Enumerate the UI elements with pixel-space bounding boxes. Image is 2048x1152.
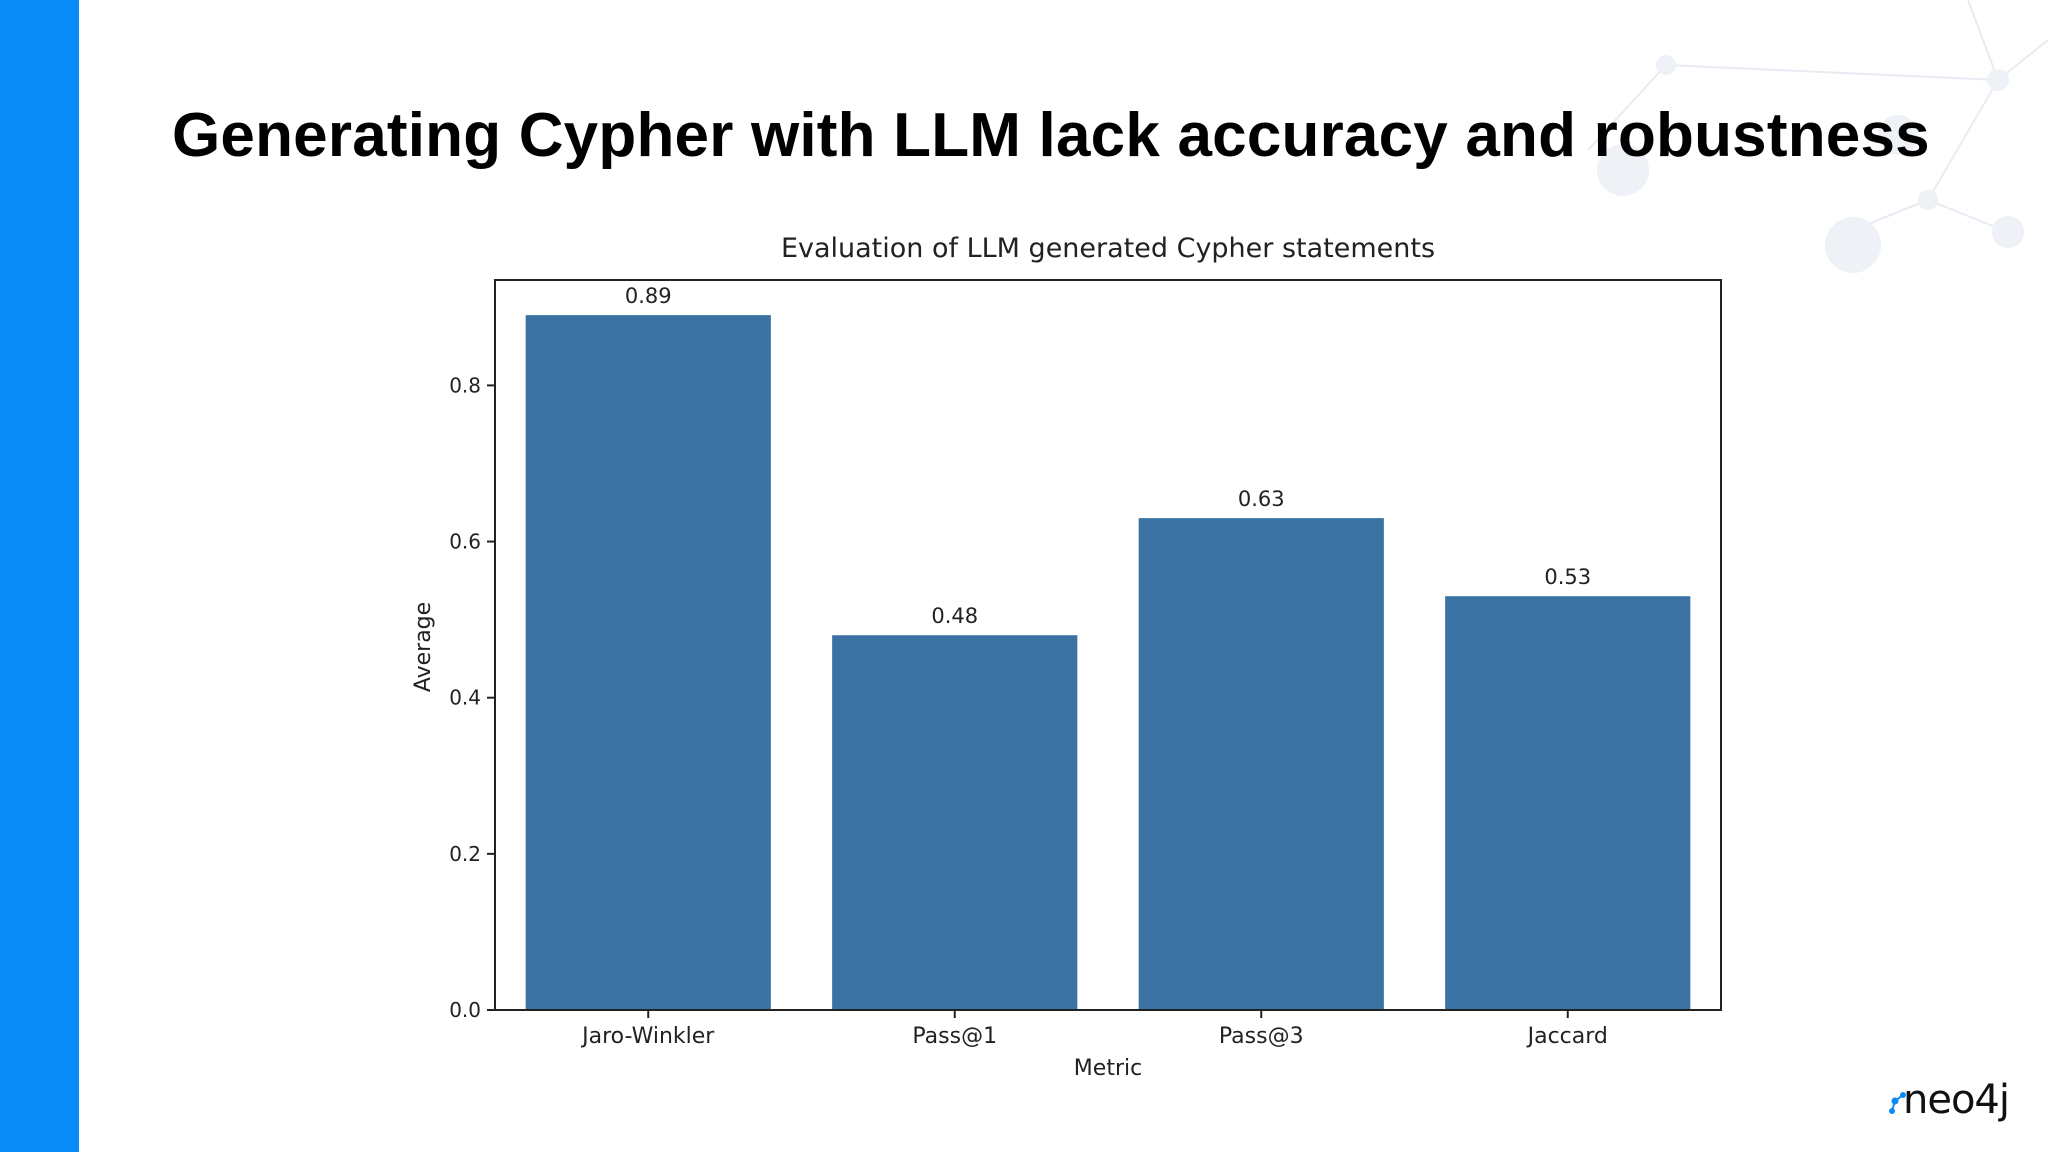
y-axis-label: Average <box>411 602 436 692</box>
bar <box>832 635 1078 1010</box>
bar <box>1445 596 1691 1010</box>
y-tick-label: 0.0 <box>449 998 481 1022</box>
bar-value-label: 0.48 <box>931 604 978 628</box>
bar-value-label: 0.89 <box>625 284 672 308</box>
plot-frame <box>494 279 1722 1011</box>
x-tick-label: Jaro-Winkler <box>580 1024 715 1049</box>
y-tick-label: 0.4 <box>449 686 481 710</box>
bar-chart: Evaluation of LLM generated Cypher state… <box>411 233 1722 1081</box>
x-tick-label: Pass@3 <box>1219 1024 1304 1049</box>
bar-value-label: 0.63 <box>1238 487 1285 511</box>
bar <box>1138 518 1384 1010</box>
slide-title: Generating Cypher with LLM lack accuracy… <box>172 101 1930 170</box>
x-tick-label: Pass@1 <box>912 1024 997 1049</box>
y-tick-label: 0.8 <box>449 373 481 397</box>
bar-value-label: 0.53 <box>1544 565 1591 589</box>
chart-title: Evaluation of LLM generated Cypher state… <box>781 233 1435 264</box>
y-tick-label: 0.6 <box>449 530 481 554</box>
neo4j-logo-icon <box>1889 1092 1906 1114</box>
neo4j-logo-text: neo4j <box>1903 1077 2010 1123</box>
network-decoration <box>1587 0 2048 273</box>
bar <box>525 315 771 1011</box>
x-axis-label: Metric <box>1074 1056 1142 1081</box>
x-tick-label: Jaccard <box>1526 1024 1608 1049</box>
left-accent-bar <box>0 0 79 1152</box>
y-tick-label: 0.2 <box>449 842 481 866</box>
